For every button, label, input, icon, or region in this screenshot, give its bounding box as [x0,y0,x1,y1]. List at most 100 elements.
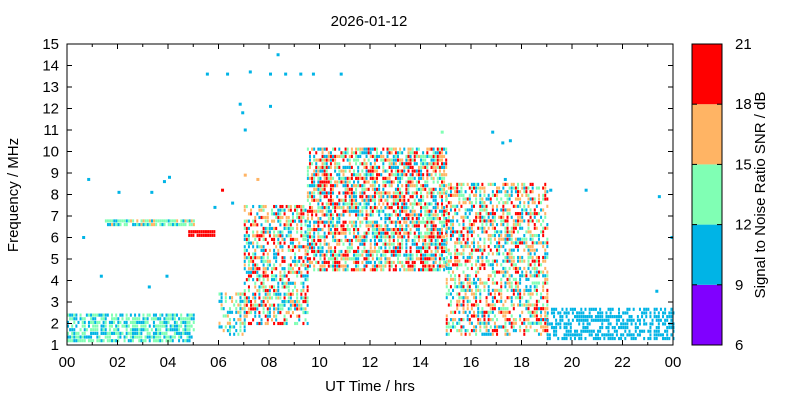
data-point [200,233,203,237]
data-point [315,165,318,169]
data-point [235,299,238,303]
data-point [396,184,399,188]
data-point [466,182,469,186]
data-point [321,209,324,213]
data-point [281,267,284,271]
data-point [466,255,469,260]
data-point [355,158,358,162]
data-point [500,296,503,300]
data-point [454,285,457,289]
data-point [594,336,597,341]
data-point [178,223,181,227]
data-point [447,226,450,230]
data-point [582,322,585,326]
data-point [394,187,397,191]
data-point [491,212,494,216]
data-point [527,219,530,223]
data-point [319,220,322,224]
data-point [373,227,376,232]
data-point [344,154,347,159]
data-point [180,335,183,339]
data-point [228,307,231,311]
data-point [283,321,286,326]
data-point [432,154,435,159]
data-point [449,182,452,186]
data-point [342,268,345,272]
data-point [386,202,389,206]
data-point [521,241,524,245]
data-point [304,307,307,311]
data-point [535,259,538,263]
data-point [334,165,337,169]
data-point [464,263,467,267]
data-point [417,147,420,151]
data-point [213,230,216,234]
data-point [645,311,648,315]
data-point [376,173,379,177]
data-point [452,270,455,274]
data-point [512,226,515,230]
data-point [359,147,362,151]
data-point [458,208,461,212]
data-point [525,299,528,303]
data-point [523,292,526,296]
data-point [405,180,408,184]
data-point [247,299,250,304]
data-point [384,227,387,232]
data-point [508,212,511,216]
data-point [493,215,496,219]
x-tick-label: 22 [614,354,631,371]
data-point [506,332,509,336]
data-point [458,296,461,300]
data-point [315,213,318,217]
data-point [355,249,358,254]
data-point [527,197,530,201]
data-point [409,176,412,180]
data-point [409,165,412,169]
data-point [319,206,322,210]
data-point [340,180,343,184]
data-point [553,311,556,315]
data-point [525,307,528,311]
data-point [409,220,412,224]
data-point [464,215,467,219]
data-point [502,223,505,227]
data-point [517,296,520,300]
data-point [458,193,461,197]
data-point [411,209,414,213]
data-point [481,219,484,223]
data-point [376,242,379,246]
data-point [378,184,381,188]
data-point [481,215,484,219]
data-point [241,332,244,336]
data-point [489,325,492,329]
data-point [380,209,383,213]
data-point [445,246,448,250]
data-point [342,209,345,213]
data-point [252,241,255,245]
data-point [325,195,328,199]
data-point [386,242,389,246]
data-point [334,257,337,261]
data-point [363,176,366,180]
data-point [273,241,276,245]
data-point [443,176,446,180]
x-tick-label: 02 [109,354,126,371]
data-point [657,329,660,333]
data-point [155,223,158,227]
data-point [304,219,307,223]
data-point [460,252,463,256]
data-point [553,333,556,337]
data-point [434,162,437,166]
data-point [325,260,328,265]
data-point [359,195,362,199]
data-point [487,274,490,278]
data-point [468,281,471,285]
data-point [273,285,276,289]
data-point [487,233,490,238]
data-point [117,223,120,227]
data-point [369,260,372,265]
data-point [277,212,280,216]
data-point [245,241,248,245]
data-point [380,224,383,228]
